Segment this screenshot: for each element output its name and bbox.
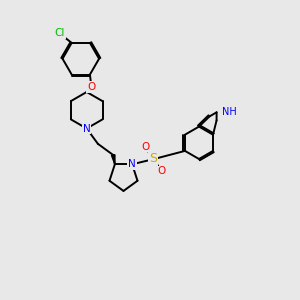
Text: N: N — [128, 159, 136, 169]
Text: O: O — [158, 167, 166, 176]
Text: O: O — [87, 82, 95, 92]
Polygon shape — [112, 155, 115, 164]
Text: N: N — [83, 124, 91, 134]
Text: NH: NH — [222, 107, 237, 117]
Text: O: O — [141, 142, 149, 152]
Text: Cl: Cl — [55, 28, 65, 38]
Text: S: S — [149, 152, 158, 166]
